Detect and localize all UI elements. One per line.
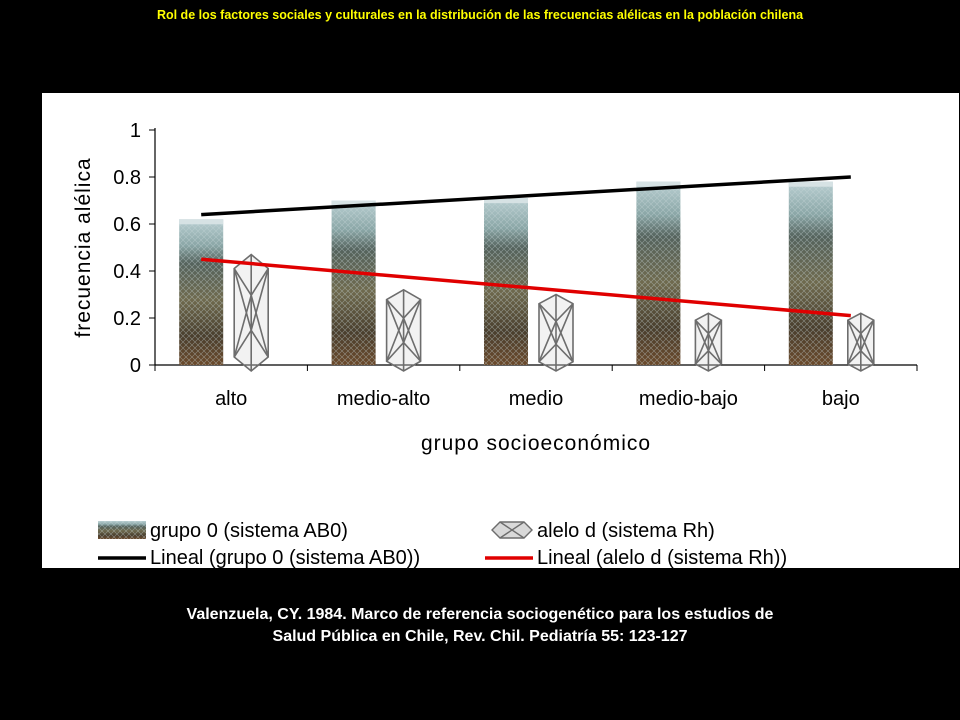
- bar-top: [179, 219, 224, 225]
- rh-pictograph: [538, 293, 574, 372]
- chart-panel: 0 0.2 0.4 0.6 0.8 1 alto medio-alto medio medio-b…: [42, 93, 959, 568]
- y-tick-label: 0.8: [113, 167, 141, 189]
- bar-texture: [484, 198, 528, 365]
- legend-label-trend-ab0: Lineal (grupo 0 (sistema AB0)): [150, 547, 420, 568]
- rh-facet: [694, 331, 723, 365]
- x-tick-label: bajo: [822, 388, 860, 410]
- legend-swatch-rh: [491, 521, 533, 539]
- rh-pictograph: [385, 288, 422, 372]
- bar-texture: [331, 200, 376, 365]
- rh-facet: [385, 299, 422, 345]
- x-tick-label: alto: [215, 388, 247, 410]
- bar-top: [636, 181, 681, 187]
- rh-facet: [847, 319, 875, 353]
- x-tick-label: medio-alto: [337, 388, 430, 410]
- bar-top: [788, 181, 833, 187]
- bar-top: [331, 200, 376, 206]
- trendline-ab0: [201, 175, 851, 217]
- rh-facet: [694, 319, 723, 353]
- citation-line-1: Valenzuela, CY. 1984. Marco de referenci…: [186, 606, 774, 623]
- rh-facet: [385, 316, 422, 362]
- rh-facet: [538, 319, 574, 363]
- bar-group-0: [484, 198, 528, 365]
- legend-label-rh: alelo d (sistema Rh): [537, 520, 715, 542]
- bar-top: [484, 198, 528, 204]
- legend-swatch-ab0: [98, 521, 146, 539]
- slide-title: Rol de los factores sociales y culturale…: [156, 8, 804, 22]
- bar-group-0: [788, 181, 833, 365]
- y-tick-label: 0.6: [113, 214, 141, 236]
- legend-label-trend-rh: Lineal (alelo d (sistema Rh)): [537, 547, 787, 568]
- legend-swatch-facet: [499, 521, 525, 539]
- legend-swatch-texture: [98, 521, 146, 539]
- rh-pictograph: [694, 312, 723, 372]
- rh-facet: [233, 292, 269, 358]
- rh-pictograph: [846, 312, 875, 372]
- bar-texture: [636, 181, 681, 365]
- rh-pictograph: [233, 253, 269, 373]
- x-tick-label: medio: [509, 388, 563, 410]
- bar-texture: [788, 181, 833, 365]
- y-tick-label: 0.2: [113, 308, 141, 330]
- bar-group-0: [331, 200, 376, 365]
- rh-facet: [233, 268, 269, 334]
- trendline-rh: [201, 257, 851, 318]
- citation: Valenzuela, CY. 1984. Marco de referenci…: [0, 604, 960, 648]
- bar-group-0: [636, 181, 681, 365]
- rh-facet: [847, 331, 875, 365]
- bar-chart: 0 0.2 0.4 0.6 0.8 1 alto medio-alto medio medio-b…: [72, 120, 918, 568]
- legend-label-ab0: grupo 0 (sistema AB0): [150, 520, 348, 542]
- y-axis-title: frecuencia alélica: [72, 157, 95, 337]
- x-axis-title: grupo socioeconómico: [421, 432, 651, 455]
- x-tick-label: medio-bajo: [639, 388, 738, 410]
- y-tick-label: 1: [130, 120, 141, 142]
- y-tick-label: 0.4: [113, 261, 141, 283]
- bar-group-0: [179, 219, 224, 365]
- bar-texture: [179, 219, 224, 365]
- rh-facet: [538, 303, 574, 347]
- y-tick-label: 0: [130, 355, 141, 377]
- citation-line-2: Salud Pública en Chile, Rev. Chil. Pedia…: [272, 628, 688, 645]
